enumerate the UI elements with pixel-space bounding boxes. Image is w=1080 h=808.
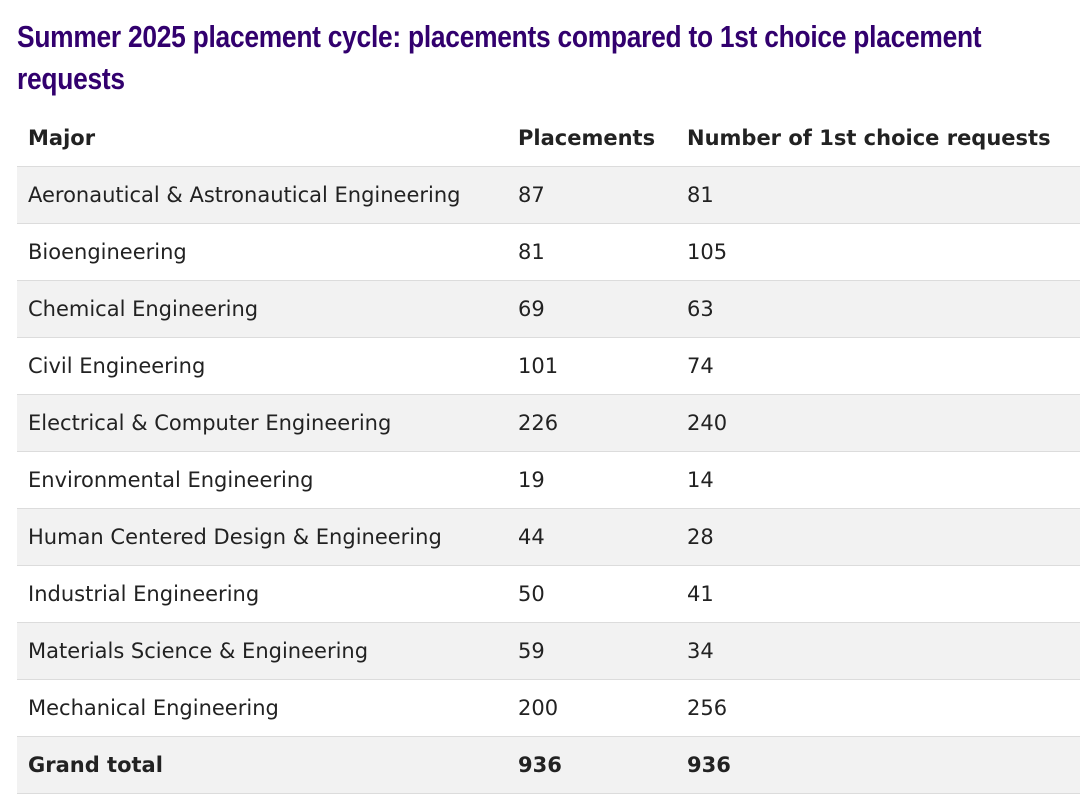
major-cell: Materials Science & Engineering bbox=[17, 622, 507, 680]
major-cell: Environmental Engineering bbox=[17, 451, 507, 509]
table-body: Aeronautical & Astronautical Engineering… bbox=[17, 166, 1080, 794]
major-cell: Bioengineering bbox=[17, 223, 507, 281]
number-cell: 50 bbox=[507, 565, 676, 623]
table-row: Electrical & Computer Engineering 226 240 bbox=[17, 394, 1080, 452]
major-cell: Human Centered Design & Engineering bbox=[17, 508, 507, 566]
number-cell: 200 bbox=[507, 679, 676, 737]
number-cell: 59 bbox=[507, 622, 676, 680]
table-row: Bioengineering 81 105 bbox=[17, 223, 1080, 281]
major-cell: Aeronautical & Astronautical Engineering bbox=[17, 166, 507, 224]
table-row: Aeronautical & Astronautical Engineering… bbox=[17, 166, 1080, 224]
number-cell: 81 bbox=[676, 166, 1080, 224]
table-row: Human Centered Design & Engineering 44 28 bbox=[17, 508, 1080, 566]
table-row: Environmental Engineering 19 14 bbox=[17, 451, 1080, 509]
major-cell: Civil Engineering bbox=[17, 337, 507, 395]
major-cell: Mechanical Engineering bbox=[17, 679, 507, 737]
number-cell: 63 bbox=[676, 280, 1080, 338]
table-row: Chemical Engineering 69 63 bbox=[17, 280, 1080, 338]
number-cell: 19 bbox=[507, 451, 676, 509]
column-header: Number of 1st choice requests bbox=[676, 110, 1080, 167]
number-cell: 87 bbox=[507, 166, 676, 224]
major-cell: Electrical & Computer Engineering bbox=[17, 394, 507, 452]
number-cell: 74 bbox=[676, 337, 1080, 395]
header-row: Major Placements Number of 1st choice requ… bbox=[17, 110, 1080, 167]
total-label: Grand total bbox=[17, 736, 507, 794]
number-cell: 240 bbox=[676, 394, 1080, 452]
placement-table: Major Placements Number of 1st choice requ… bbox=[17, 110, 1080, 794]
number-cell: 81 bbox=[507, 223, 676, 281]
table-row: Industrial Engineering 50 41 bbox=[17, 565, 1080, 623]
table-row: Materials Science & Engineering 59 34 bbox=[17, 622, 1080, 680]
column-header: Major bbox=[17, 110, 507, 167]
column-header: Placements bbox=[507, 110, 676, 167]
number-cell: 28 bbox=[676, 508, 1080, 566]
table-row: Mechanical Engineering 200 256 bbox=[17, 679, 1080, 737]
number-cell: 44 bbox=[507, 508, 676, 566]
table-row: Civil Engineering 101 74 bbox=[17, 337, 1080, 395]
total-row: Grand total 936 936 bbox=[17, 736, 1080, 794]
total-cell: 936 bbox=[507, 736, 676, 794]
number-cell: 34 bbox=[676, 622, 1080, 680]
number-cell: 41 bbox=[676, 565, 1080, 623]
number-cell: 256 bbox=[676, 679, 1080, 737]
total-cell: 936 bbox=[676, 736, 1080, 794]
number-cell: 105 bbox=[676, 223, 1080, 281]
number-cell: 226 bbox=[507, 394, 676, 452]
major-cell: Chemical Engineering bbox=[17, 280, 507, 338]
number-cell: 14 bbox=[676, 451, 1080, 509]
number-cell: 69 bbox=[507, 280, 676, 338]
page-title: Summer 2025 placement cycle: placements … bbox=[17, 19, 982, 96]
major-cell: Industrial Engineering bbox=[17, 565, 507, 623]
number-cell: 101 bbox=[507, 337, 676, 395]
